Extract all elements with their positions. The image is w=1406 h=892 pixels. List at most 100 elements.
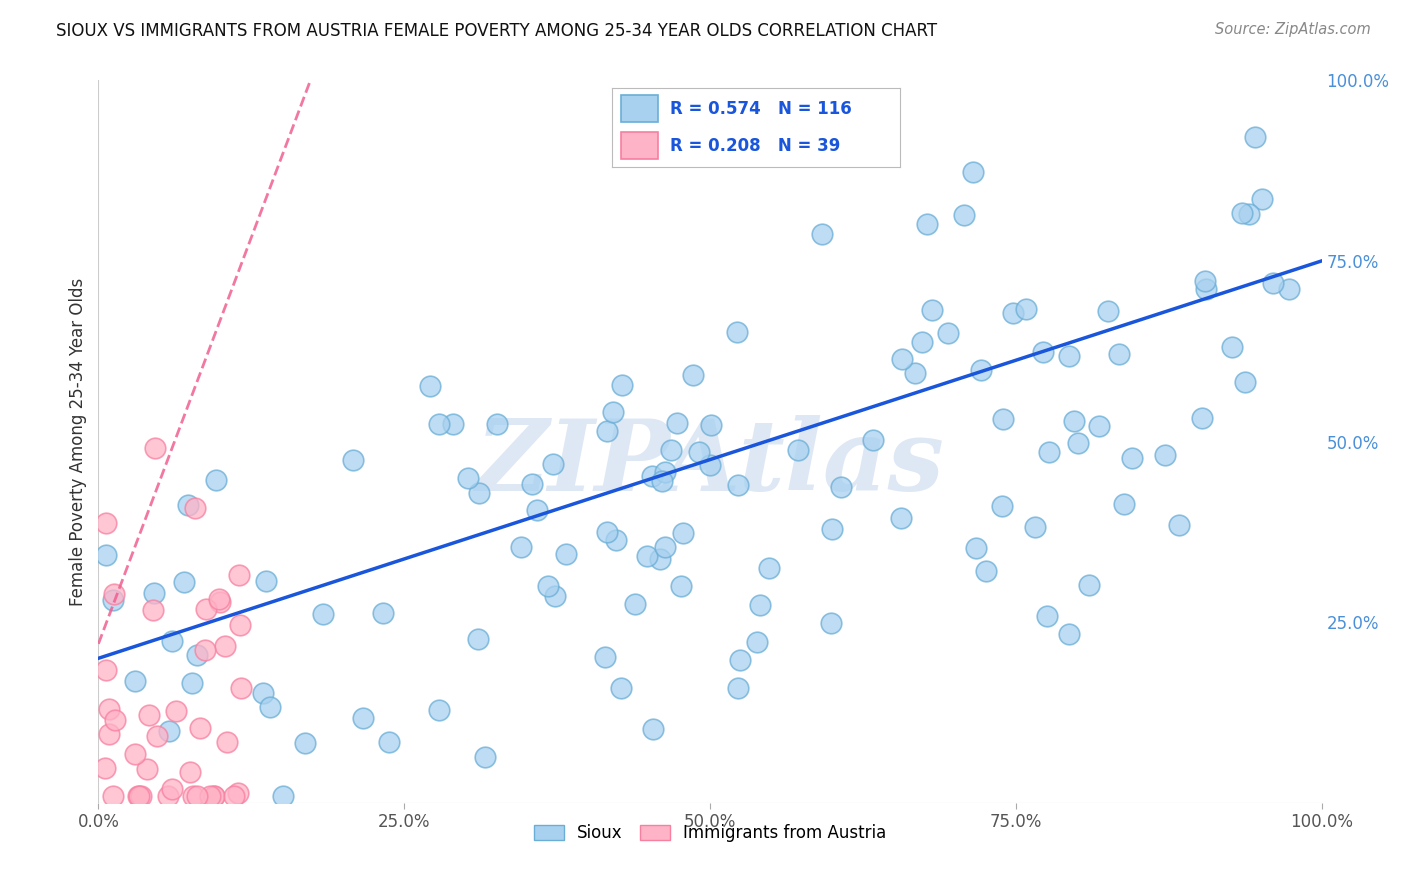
Point (602, 405, 624, 419)
Point (821, 522, 844, 536)
Point (96, 548, 118, 562)
Point (184, 501, 207, 516)
Point (101, 789, 124, 803)
Point (160, 634, 183, 648)
Point (1112, 497, 1135, 511)
Point (198, 789, 221, 803)
Point (1088, 419, 1111, 434)
Point (659, 443, 682, 458)
Point (665, 416, 688, 430)
Point (641, 722, 664, 736)
Point (965, 541, 987, 555)
Point (1195, 282, 1218, 296)
Point (1154, 449, 1177, 463)
Point (205, 473, 228, 487)
Point (1002, 306, 1025, 320)
Point (94, 663, 117, 677)
Point (654, 465, 676, 479)
Point (911, 335, 934, 350)
Point (194, 642, 217, 657)
Point (745, 635, 768, 649)
Point (688, 445, 710, 459)
Point (294, 736, 316, 750)
Point (1250, 193, 1272, 207)
Point (787, 443, 810, 458)
Point (904, 366, 927, 380)
Point (610, 681, 633, 695)
Point (143, 441, 166, 455)
Point (682, 368, 704, 382)
Point (1278, 282, 1301, 296)
Point (160, 781, 183, 796)
Point (129, 789, 152, 803)
Text: ZIPAtlas: ZIPAtlas (475, 415, 945, 511)
Point (1036, 609, 1059, 624)
Point (1191, 411, 1213, 425)
Point (165, 704, 187, 718)
Point (672, 525, 695, 540)
Point (699, 458, 721, 472)
Legend: Sioux, Immigrants from Austria: Sioux, Immigrants from Austria (527, 817, 893, 848)
Point (1014, 302, 1036, 317)
Point (228, 568, 250, 582)
Point (1121, 450, 1143, 465)
Point (135, 762, 157, 776)
Point (138, 707, 160, 722)
Point (142, 603, 165, 617)
Point (862, 433, 884, 447)
Point (179, 764, 201, 779)
Point (1032, 345, 1054, 359)
Point (654, 540, 676, 554)
Point (195, 601, 218, 615)
Point (443, 417, 465, 431)
Point (373, 606, 395, 620)
Point (202, 789, 225, 803)
Point (142, 586, 165, 600)
Point (728, 653, 751, 667)
Point (915, 217, 938, 231)
Point (991, 499, 1014, 513)
Point (758, 561, 780, 575)
Point (1024, 520, 1046, 534)
Point (526, 503, 548, 517)
Point (352, 711, 374, 725)
Point (596, 525, 619, 540)
Point (252, 686, 274, 700)
Point (536, 579, 558, 593)
Y-axis label: Female Poverty Among 25-34 Year Olds: Female Poverty Among 25-34 Year Olds (69, 277, 87, 606)
Point (378, 735, 401, 749)
Point (103, 593, 125, 607)
Text: Source: ZipAtlas.com: Source: ZipAtlas.com (1215, 22, 1371, 37)
Point (509, 540, 531, 554)
Point (180, 676, 202, 690)
Point (921, 303, 943, 318)
Point (98, 701, 121, 715)
Point (1244, 130, 1267, 145)
Point (94, 516, 117, 531)
Point (1059, 627, 1081, 641)
Point (1038, 445, 1060, 459)
Point (520, 477, 543, 491)
Point (128, 789, 150, 803)
Point (1220, 340, 1243, 354)
Point (186, 789, 208, 803)
Point (222, 789, 245, 803)
Point (98, 727, 121, 741)
Point (214, 639, 236, 653)
Point (467, 632, 489, 646)
Point (157, 789, 180, 803)
Point (419, 379, 441, 393)
Point (457, 471, 479, 485)
Point (727, 681, 749, 696)
Point (173, 574, 195, 589)
Point (749, 598, 772, 612)
Point (1108, 346, 1130, 360)
Point (890, 511, 912, 525)
Point (650, 551, 672, 566)
Point (231, 681, 253, 695)
Point (209, 595, 232, 609)
Point (429, 417, 451, 431)
Point (641, 469, 664, 483)
Point (541, 458, 564, 472)
Point (830, 480, 852, 494)
